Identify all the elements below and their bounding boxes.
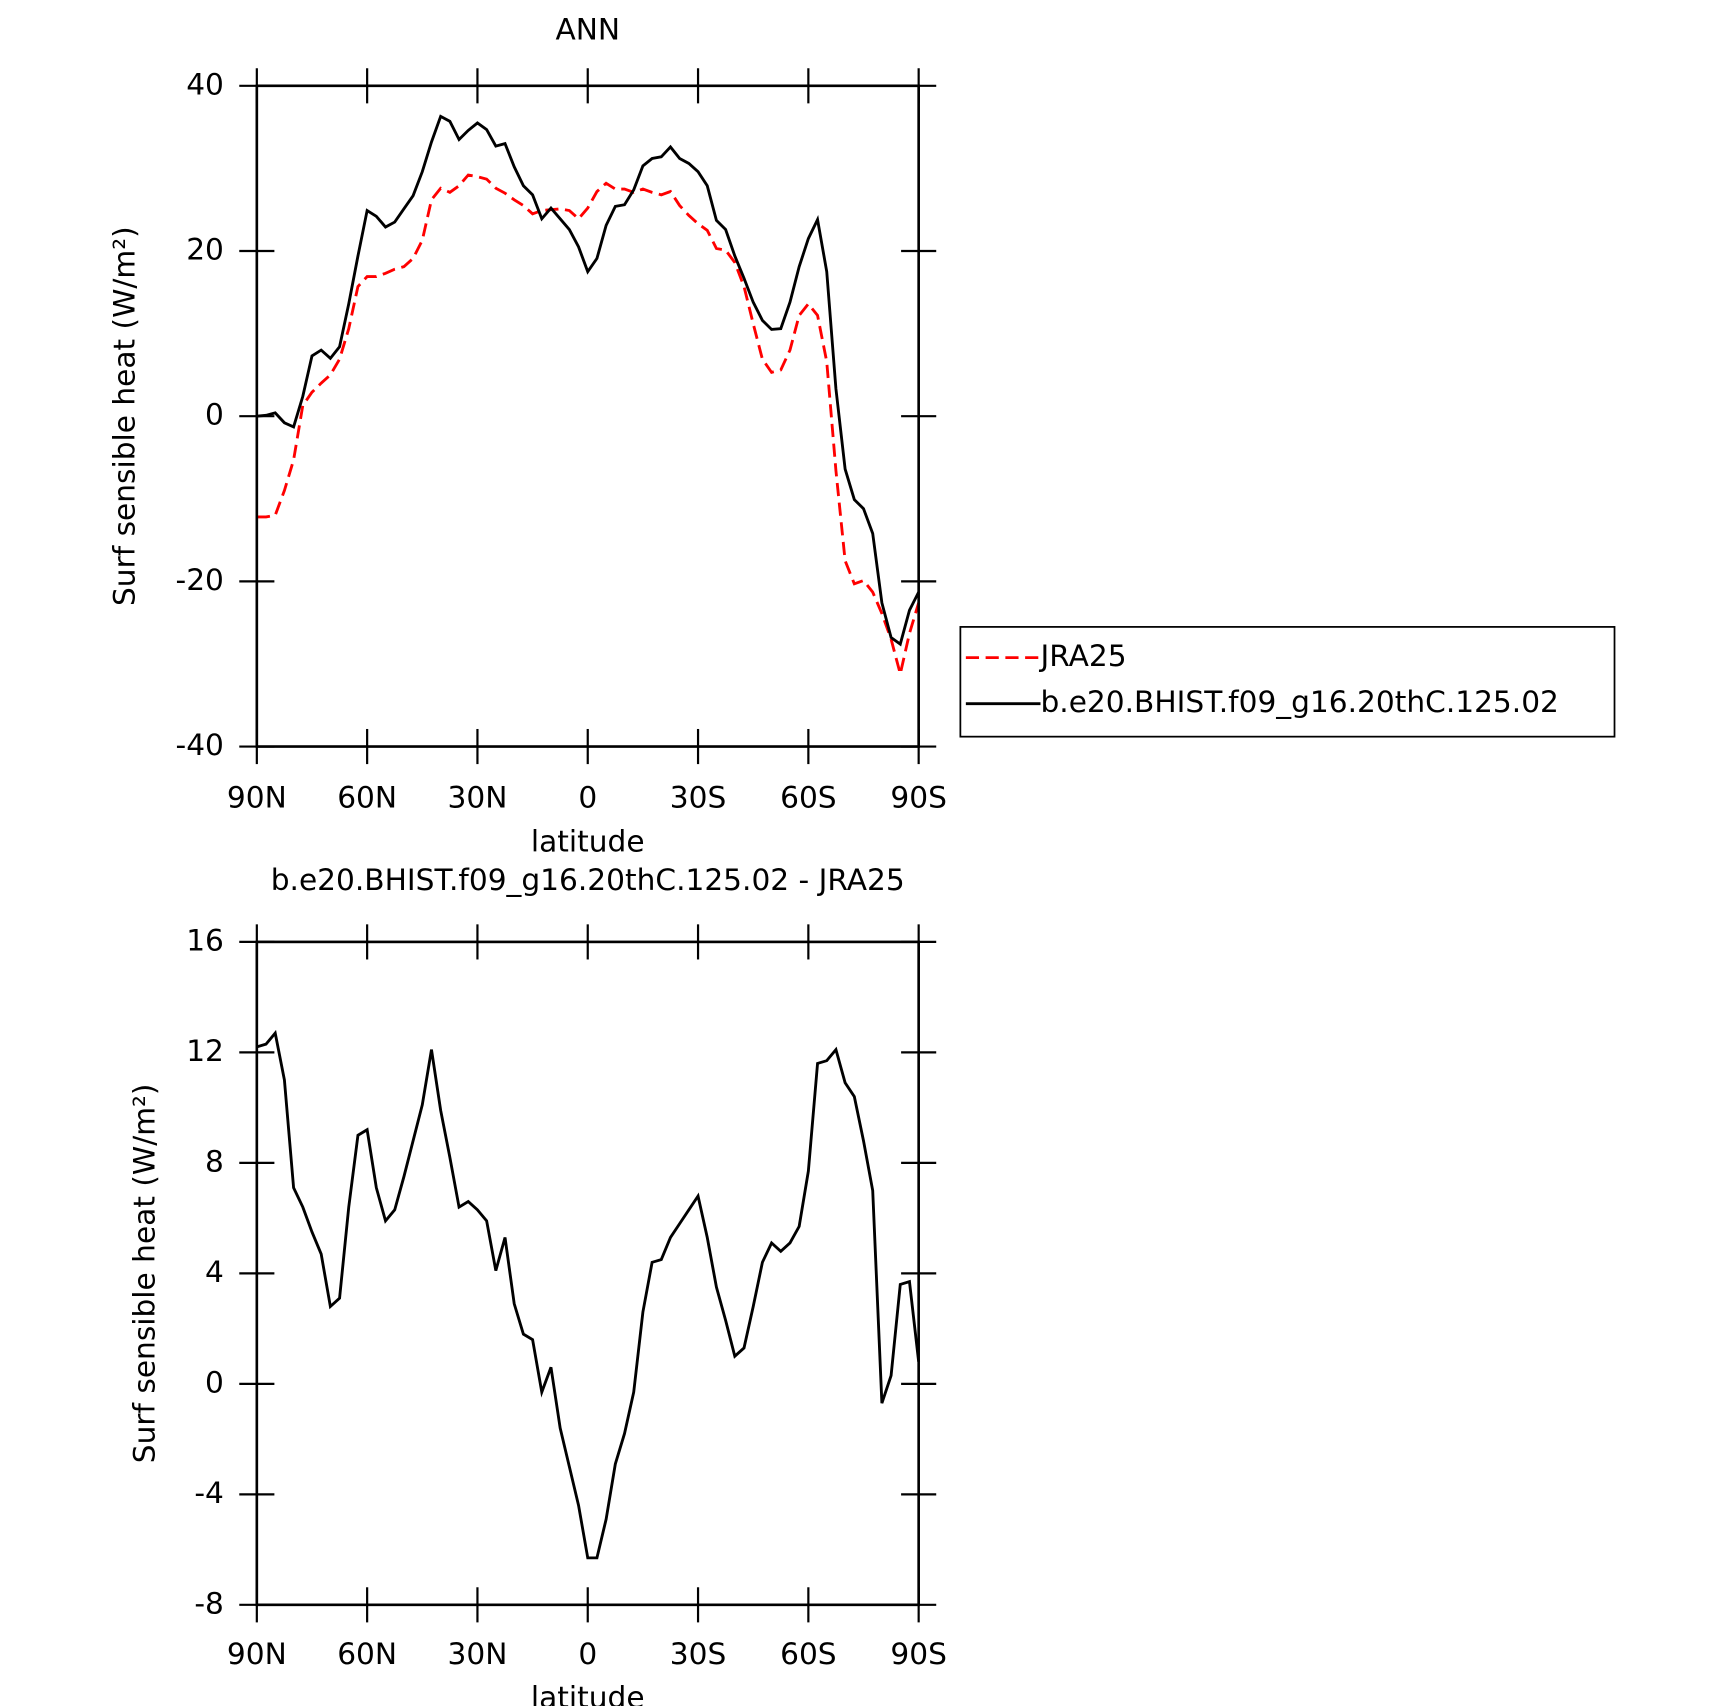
legend-label: JRA25 [1038, 638, 1126, 673]
data-line [256, 114, 920, 647]
x-tick-label: 30N [448, 1636, 508, 1671]
y-tick-label: 0 [205, 1364, 224, 1399]
legend-box [959, 626, 1616, 738]
x-tick-label: 90N [227, 780, 287, 815]
x-tick-label: 0 [578, 780, 597, 815]
plot-frame [255, 940, 920, 1607]
y-tick-label: -20 [176, 562, 224, 597]
data-line [256, 1029, 921, 1560]
x-tick-label: 90S [890, 780, 947, 815]
y-tick-label: 20 [186, 231, 224, 266]
x-tick-label: 60S [780, 780, 837, 815]
y-tick-label: 16 [186, 922, 224, 957]
y-tick-label: -40 [176, 727, 224, 762]
y-tick-label: 40 [186, 66, 224, 101]
x-tick-label: 30S [670, 780, 727, 815]
y-tick-label: 8 [205, 1143, 224, 1178]
x-tick-label: 60S [780, 1636, 837, 1671]
y-tick-label: -4 [194, 1475, 224, 1510]
x-tick-label: 0 [578, 1636, 597, 1671]
y-tick-label: 0 [205, 397, 224, 432]
x-tick-label: 30S [670, 1636, 727, 1671]
y-tick-label: 4 [205, 1254, 224, 1289]
chart: ANN latitude Surf sensible heat (W/m²) -40 -… [107, 11, 1616, 859]
x-tick-label: 60N [337, 780, 397, 815]
y-axis-label: Surf sensible heat (W/m²) [126, 1084, 161, 1464]
y-tick-label: 12 [186, 1033, 224, 1068]
x-tick-label: 90S [890, 1636, 947, 1671]
plot-frame [255, 84, 920, 748]
y-tick-label: -8 [194, 1585, 224, 1620]
x-axis-label: latitude [531, 824, 645, 859]
x-tick-label: 30N [448, 780, 508, 815]
x-axis-label: latitude [531, 1680, 645, 1706]
chart: b.e20.BHIST.f09_g16.20thC.125.02 - JRA25… [126, 862, 946, 1706]
x-tick-label: 60N [337, 1636, 397, 1671]
y-axis-label: Surf sensible heat (W/m²) [107, 226, 142, 606]
chart-title: ANN [555, 11, 620, 46]
x-tick-label: 90N [227, 1636, 287, 1671]
data-line [256, 173, 921, 675]
chart-title: b.e20.BHIST.f09_g16.20thC.125.02 - JRA25 [271, 862, 905, 897]
legend-label: b.e20.BHIST.f09_g16.20thC.125.02 [1040, 684, 1558, 719]
